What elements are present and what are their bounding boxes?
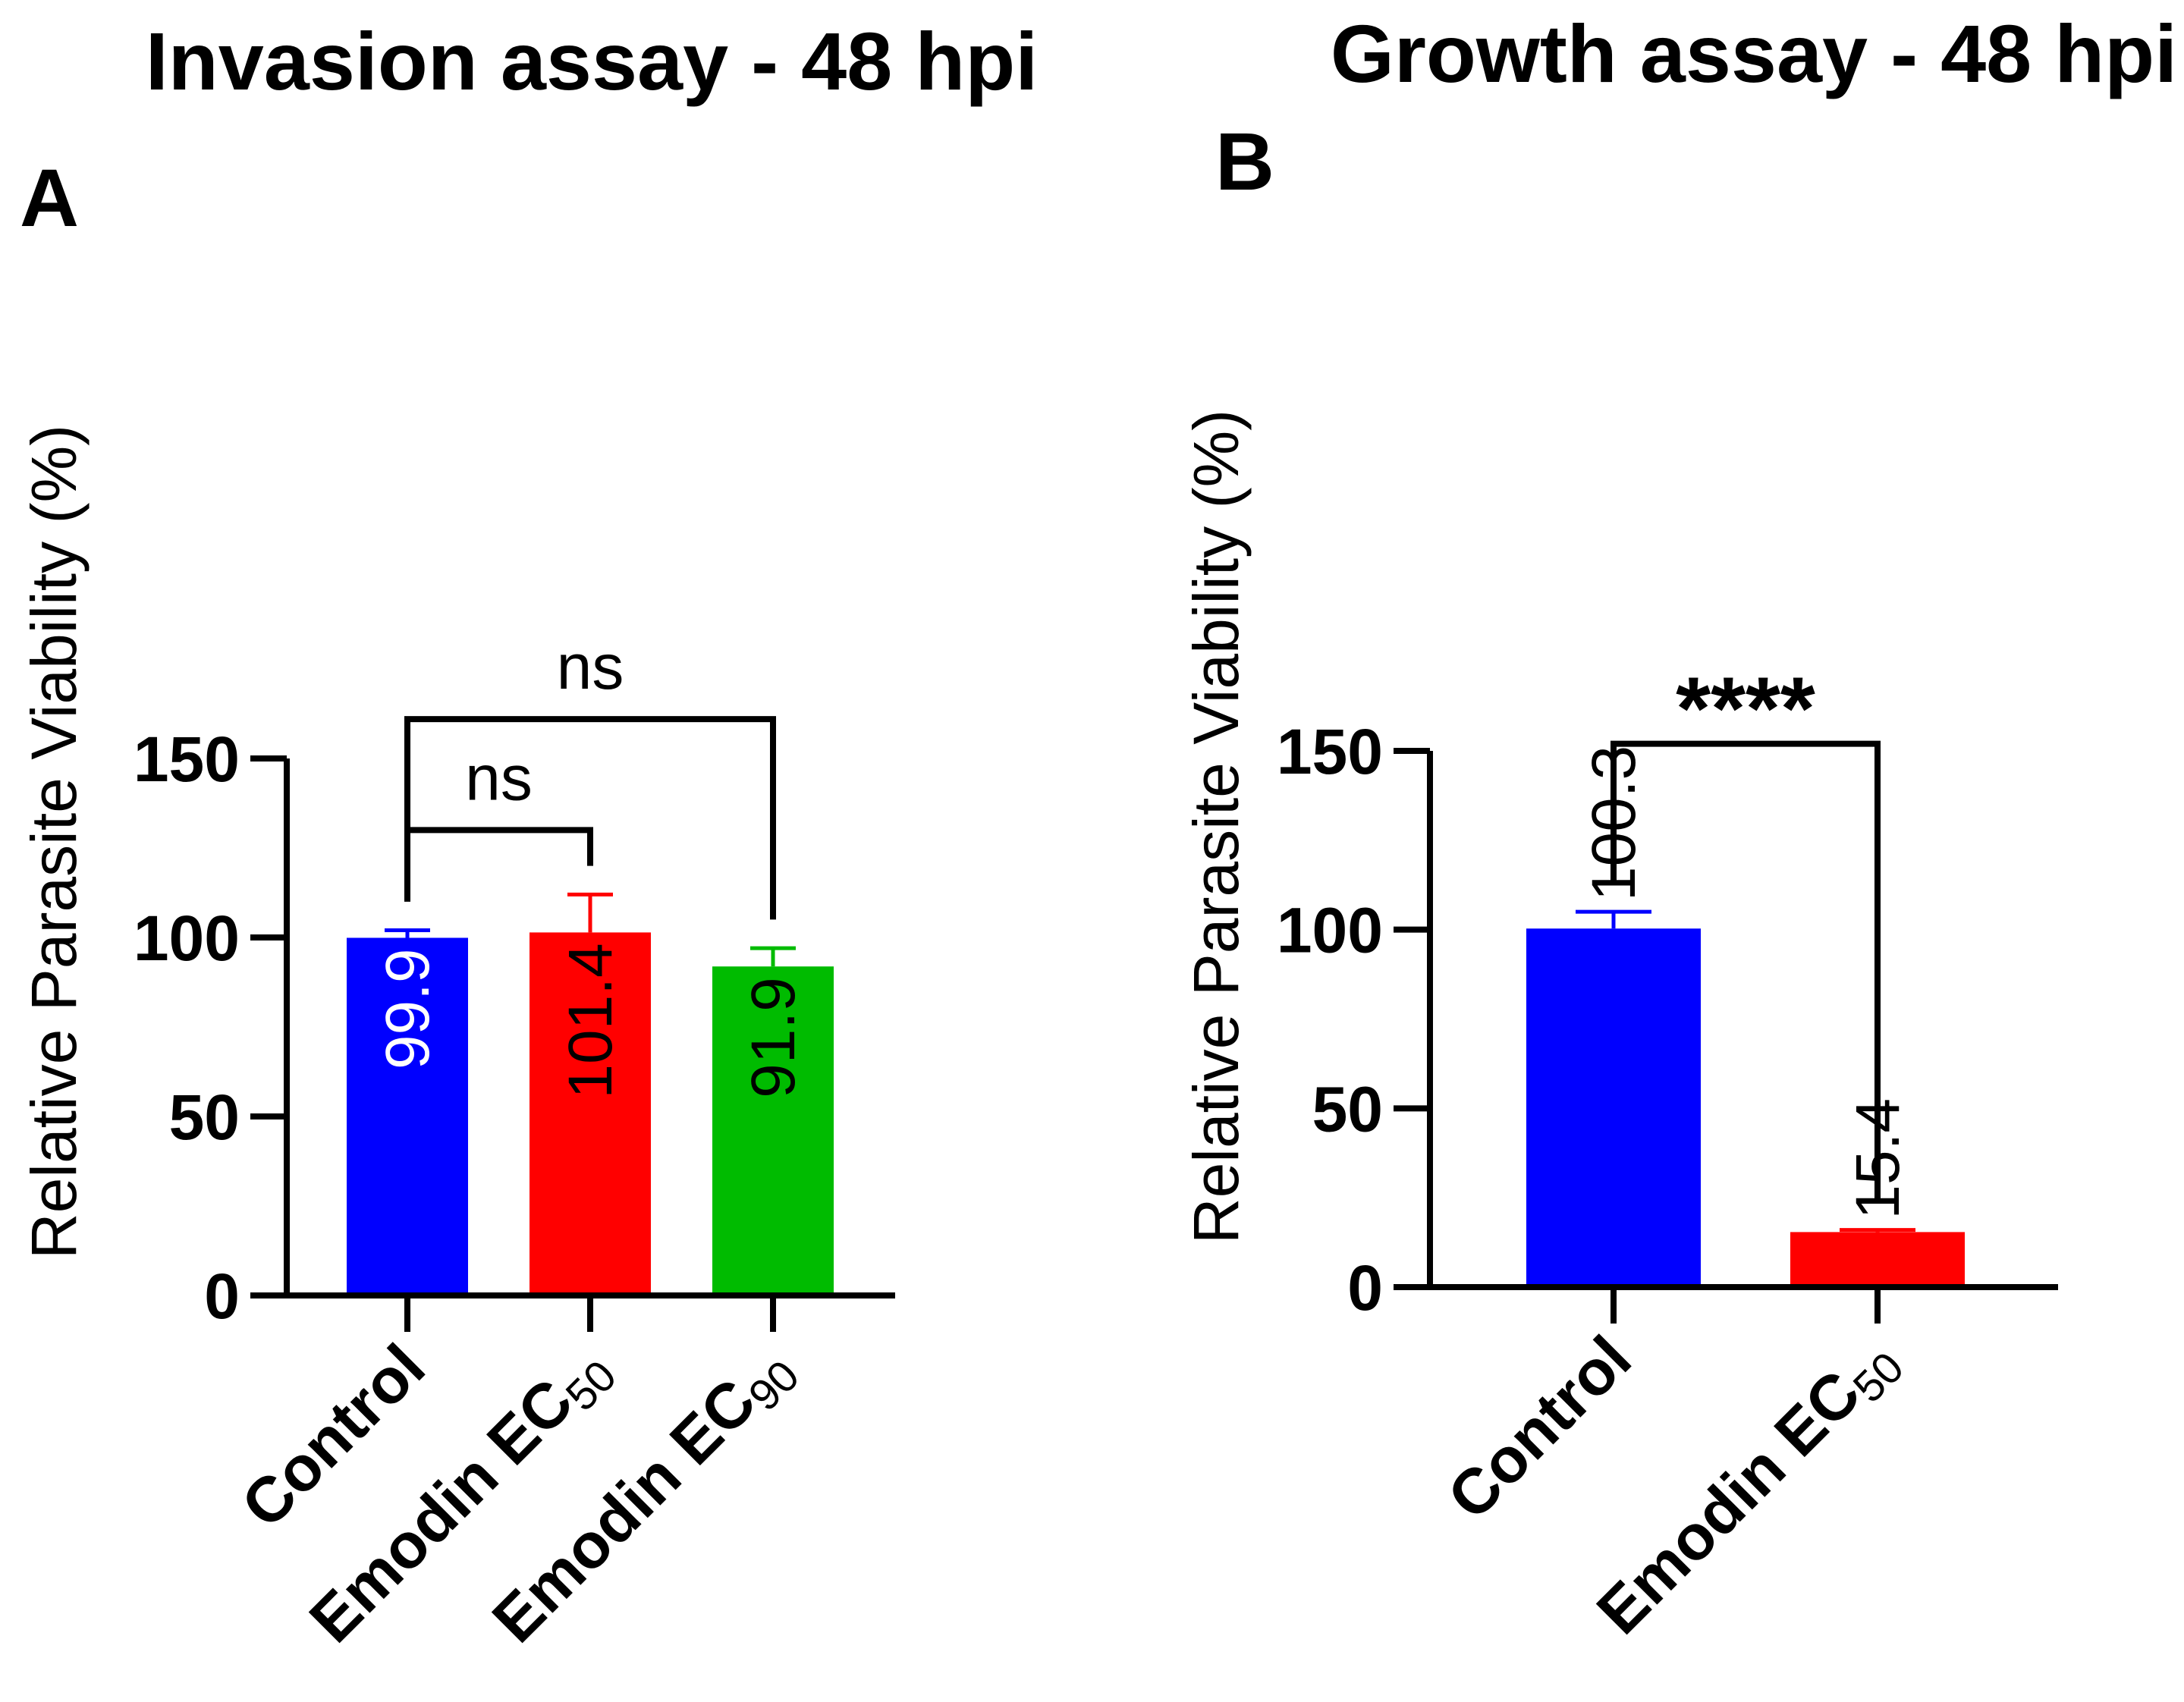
panel-a-y-tick-label-3: 150 — [134, 724, 240, 795]
panel-b-category-name-0: Control — [1434, 1322, 1645, 1533]
panel-b-y-tick-label-3: 150 — [1277, 716, 1383, 787]
panel-a-bar-0 — [347, 937, 468, 1295]
panel-b-category-label-0: Control — [1434, 1322, 1645, 1533]
panel-b-significance-bracket-0 — [1611, 740, 1881, 1201]
panel-a-y-tick-label-0: 0 — [204, 1261, 240, 1332]
panel-b-label: B — [1215, 115, 1274, 207]
panel-b-significance-label-0: **** — [1676, 659, 1815, 759]
panel-a-significance-bracket-0 — [404, 827, 593, 902]
panel-b-y-tick-label-1: 50 — [1312, 1073, 1383, 1145]
panel-b-bar-1 — [1790, 1232, 1965, 1287]
panel-b-y-tick-label-0: 0 — [1347, 1252, 1383, 1324]
panel-b-bar-0 — [1526, 928, 1701, 1287]
panel-a-y-tick-label-2: 100 — [134, 903, 240, 974]
panel-b-ylabel: Relative Parasite Viability (%) — [1180, 410, 1252, 1244]
panel-a-label: A — [20, 152, 79, 243]
panel-a-significance-label-0: ns — [465, 742, 533, 813]
panel-a-bar-1 — [530, 932, 651, 1295]
panel-b-y-tick-label-2: 100 — [1277, 895, 1383, 966]
panel-a-significance-bracket-1 — [404, 716, 776, 920]
panel-a-bar-2 — [712, 966, 834, 1295]
panel-a-value-label-2: 91.9 — [739, 977, 808, 1098]
panel-a-significance-label-1: ns — [557, 631, 624, 702]
panel-a-value-label-0: 99.9 — [373, 948, 442, 1069]
panel-b-category-name-1: Emodin EC — [1583, 1357, 1874, 1647]
panel-a-ylabel: Relative Parasite Viability (%) — [18, 425, 90, 1259]
panel-a-y-tick-label-1: 50 — [169, 1082, 240, 1153]
panel-a-title: Invasion assay - 48 hpi — [146, 15, 1039, 107]
panel-a-value-label-1: 101.4 — [556, 943, 625, 1098]
panel-b-title: Growth assay - 48 hpi — [1331, 8, 2177, 99]
